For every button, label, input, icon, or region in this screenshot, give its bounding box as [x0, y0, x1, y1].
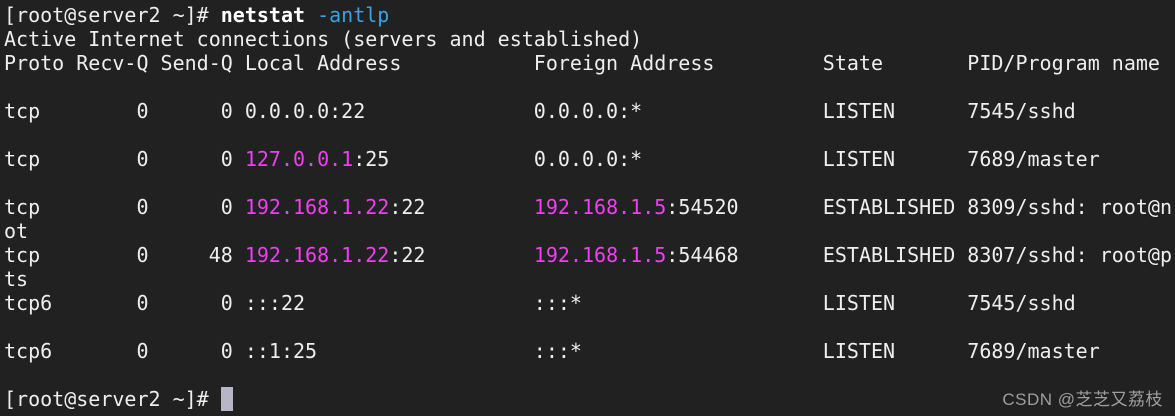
terminal-text: :54520 ESTABLISHED 8309/sshd: root@n [666, 195, 1173, 219]
terminal-text: :25 0.0.0.0:* LISTEN 7689/master [353, 147, 1100, 171]
terminal-lines: [root@server2 ~]# netstat -antlp Active I… [4, 3, 1175, 411]
blank-line [4, 171, 1175, 195]
table-row-wrap: ot [4, 219, 1175, 243]
local-ip: 127.0.0.1 [244, 147, 354, 171]
shell-prompt: [root@server2 ~]# [4, 387, 221, 411]
table-row: tcp6 0 0 ::1:25 :::* LISTEN 7689/master [4, 339, 1175, 363]
csdn-watermark: CSDN @芝芝又荔枝 [1002, 390, 1163, 409]
command-flags: -antlp [317, 3, 390, 27]
table-row: tcp 0 0 0.0.0.0:22 0.0.0.0:* LISTEN 7545… [4, 99, 1175, 123]
table-row: tcp 0 0 192.168.1.22:22 192.168.1.5:5452… [4, 195, 1175, 219]
terminal-text: Active Internet connections (servers and… [4, 27, 643, 51]
output-summary-line: Active Internet connections (servers and… [4, 27, 1175, 51]
blank-line [4, 123, 1175, 147]
cursor-block [220, 387, 233, 411]
table-row: tcp 0 48 192.168.1.22:22 192.168.1.5:544… [4, 243, 1175, 267]
terminal-text: tcp 0 0 0.0.0.0:22 0.0.0.0:* LISTEN 7545… [4, 99, 1076, 123]
foreign-ip: 192.168.1.5 [533, 195, 667, 219]
local-ip: 192.168.1.22 [244, 243, 390, 267]
terminal-text: tcp 0 0 [4, 195, 245, 219]
terminal-text: :54468 ESTABLISHED 8307/sshd: root@p [666, 243, 1173, 267]
prompt-line: [root@server2 ~]# [4, 387, 1175, 411]
blank-line [4, 363, 1175, 387]
terminal-text: tcp 0 0 [4, 147, 245, 171]
shell-prompt: [root@server2 ~]# [4, 3, 221, 27]
terminal-text: :22 [389, 195, 534, 219]
terminal-text: tcp6 0 0 ::1:25 :::* LISTEN 7689/master [4, 339, 1100, 363]
terminal-text: ts [4, 267, 29, 291]
table-row: tcp 0 0 127.0.0.1:25 0.0.0.0:* LISTEN 76… [4, 147, 1175, 171]
local-ip: 192.168.1.22 [244, 195, 390, 219]
blank-line [4, 75, 1175, 99]
terminal-text: :22 [389, 243, 534, 267]
table-header-line: Proto Recv-Q Send-Q Local Address Foreig… [4, 51, 1175, 75]
table-row: tcp6 0 0 :::22 :::* LISTEN 7545/sshd [4, 291, 1175, 315]
command-name: netstat [220, 3, 306, 27]
blank-line [4, 315, 1175, 339]
terminal-text: tcp6 0 0 :::22 :::* LISTEN 7545/sshd [4, 291, 1076, 315]
table-row-wrap: ts [4, 267, 1175, 291]
foreign-ip: 192.168.1.5 [533, 243, 667, 267]
terminal-text: Proto Recv-Q Send-Q Local Address Foreig… [4, 51, 1160, 75]
terminal-text: tcp 0 48 [4, 243, 245, 267]
terminal-text: ot [4, 219, 29, 243]
prompt-command-line: [root@server2 ~]# netstat -antlp [4, 3, 1175, 27]
terminal-text [305, 3, 317, 27]
